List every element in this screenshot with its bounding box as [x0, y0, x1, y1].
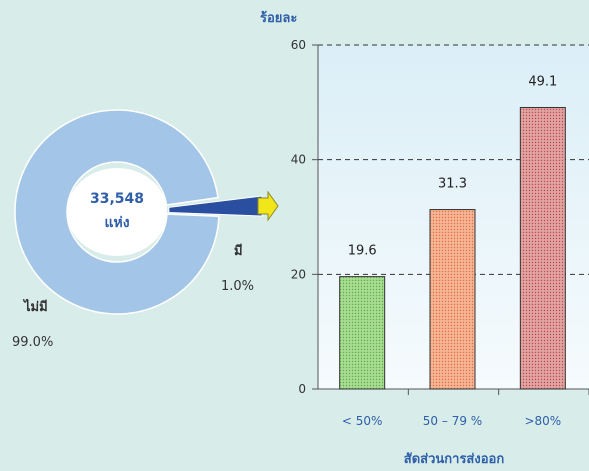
- y-tick-labels: 0 20 40 60: [291, 38, 318, 396]
- y-tick-label: 60: [291, 38, 306, 52]
- y-tick-label: 0: [298, 382, 306, 396]
- donut-chart: 33,548 แห่ง ไม่มี 99.0% มี 1.0%: [12, 109, 263, 350]
- bar: [429, 209, 476, 390]
- arrow-right-icon: [257, 190, 279, 222]
- x-tick-labels: < 50% 50 – 79 % >80%: [342, 389, 589, 428]
- x-axis-title: สัดส่วนการส่งออก: [404, 452, 505, 467]
- x-tick-label: >80%: [524, 414, 561, 428]
- y-tick-label: 20: [291, 267, 306, 281]
- y-tick-label: 40: [291, 153, 306, 167]
- pie-slice-major: [14, 109, 220, 315]
- pie-slice-percent-major: 99.0%: [12, 335, 53, 350]
- donut-hole: [67, 168, 167, 256]
- bar-value-label: 49.1: [528, 74, 557, 89]
- bar: [339, 276, 386, 390]
- x-tick-label: < 50%: [342, 414, 383, 428]
- bars: [339, 106, 566, 390]
- pie-slice-percent-minor: 1.0%: [221, 279, 254, 294]
- pie-slice-minor: [168, 195, 263, 217]
- bar: [519, 106, 566, 390]
- pie-slice-label-minor: มี: [234, 243, 243, 259]
- pie-center-unit: แห่ง: [104, 215, 129, 231]
- bar-value-labels: 19.6 31.3 49.1: [348, 74, 558, 258]
- x-tick-label: 50 – 79 %: [423, 414, 482, 428]
- pie-slice-label-major: ไม่มี: [22, 298, 48, 315]
- pie-center-value: 33,548: [90, 191, 144, 207]
- bar-value-label: 31.3: [438, 177, 467, 192]
- y-axis-title: ร้อยละ: [260, 10, 297, 26]
- bar-value-label: 19.6: [348, 244, 377, 259]
